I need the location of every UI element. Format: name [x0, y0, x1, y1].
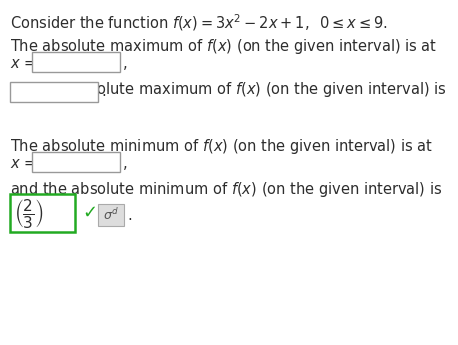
Text: and the absolute minimum of $f(x)$ (on the given interval) is: and the absolute minimum of $f(x)$ (on t… — [10, 180, 442, 199]
Text: $x$ =: $x$ = — [10, 56, 36, 71]
Text: $x$ =: $x$ = — [10, 156, 36, 171]
Text: $\left(\dfrac{2}{3}\right)$: $\left(\dfrac{2}{3}\right)$ — [14, 197, 44, 229]
Text: .: . — [101, 85, 106, 99]
Text: ,: , — [123, 156, 128, 171]
Bar — [10, 194, 75, 232]
Text: The absolute minimum of $f(x)$ (on the given interval) is at: The absolute minimum of $f(x)$ (on the g… — [10, 137, 433, 156]
Text: ,: , — [123, 56, 128, 71]
Bar — [32, 52, 120, 72]
Text: and the absolute maximum of $f(x)$ (on the given interval) is: and the absolute maximum of $f(x)$ (on t… — [10, 80, 447, 99]
Text: The absolute maximum of $f(x)$ (on the given interval) is at: The absolute maximum of $f(x)$ (on the g… — [10, 37, 437, 56]
Text: $\sigma^d$: $\sigma^d$ — [103, 207, 119, 223]
Text: ✓: ✓ — [82, 204, 97, 222]
Text: .: . — [127, 207, 132, 223]
Bar — [98, 204, 124, 226]
Text: Consider the function $f(x) = 3x^2 - 2x + 1,\;\; 0 \leq x \leq 9.$: Consider the function $f(x) = 3x^2 - 2x … — [10, 12, 388, 33]
Bar — [32, 152, 120, 172]
Bar — [10, 82, 98, 102]
